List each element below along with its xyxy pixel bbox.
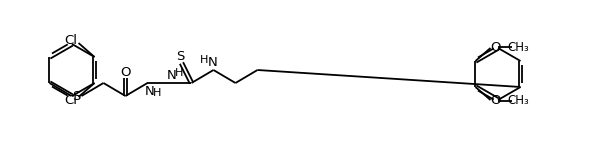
- Text: N: N: [166, 68, 177, 82]
- Text: S: S: [176, 50, 185, 62]
- Text: H: H: [175, 68, 184, 78]
- Text: Cl: Cl: [64, 93, 77, 106]
- Text: CH₃: CH₃: [508, 40, 529, 54]
- Text: N: N: [208, 56, 217, 68]
- Text: O: O: [490, 40, 501, 54]
- Text: O: O: [120, 65, 131, 79]
- Text: Cl: Cl: [64, 34, 77, 46]
- Text: N: N: [145, 84, 154, 98]
- Text: H: H: [200, 55, 209, 65]
- Text: CH₃: CH₃: [508, 94, 529, 107]
- Text: O: O: [490, 94, 501, 107]
- Text: S: S: [72, 89, 80, 103]
- Text: H: H: [153, 88, 162, 98]
